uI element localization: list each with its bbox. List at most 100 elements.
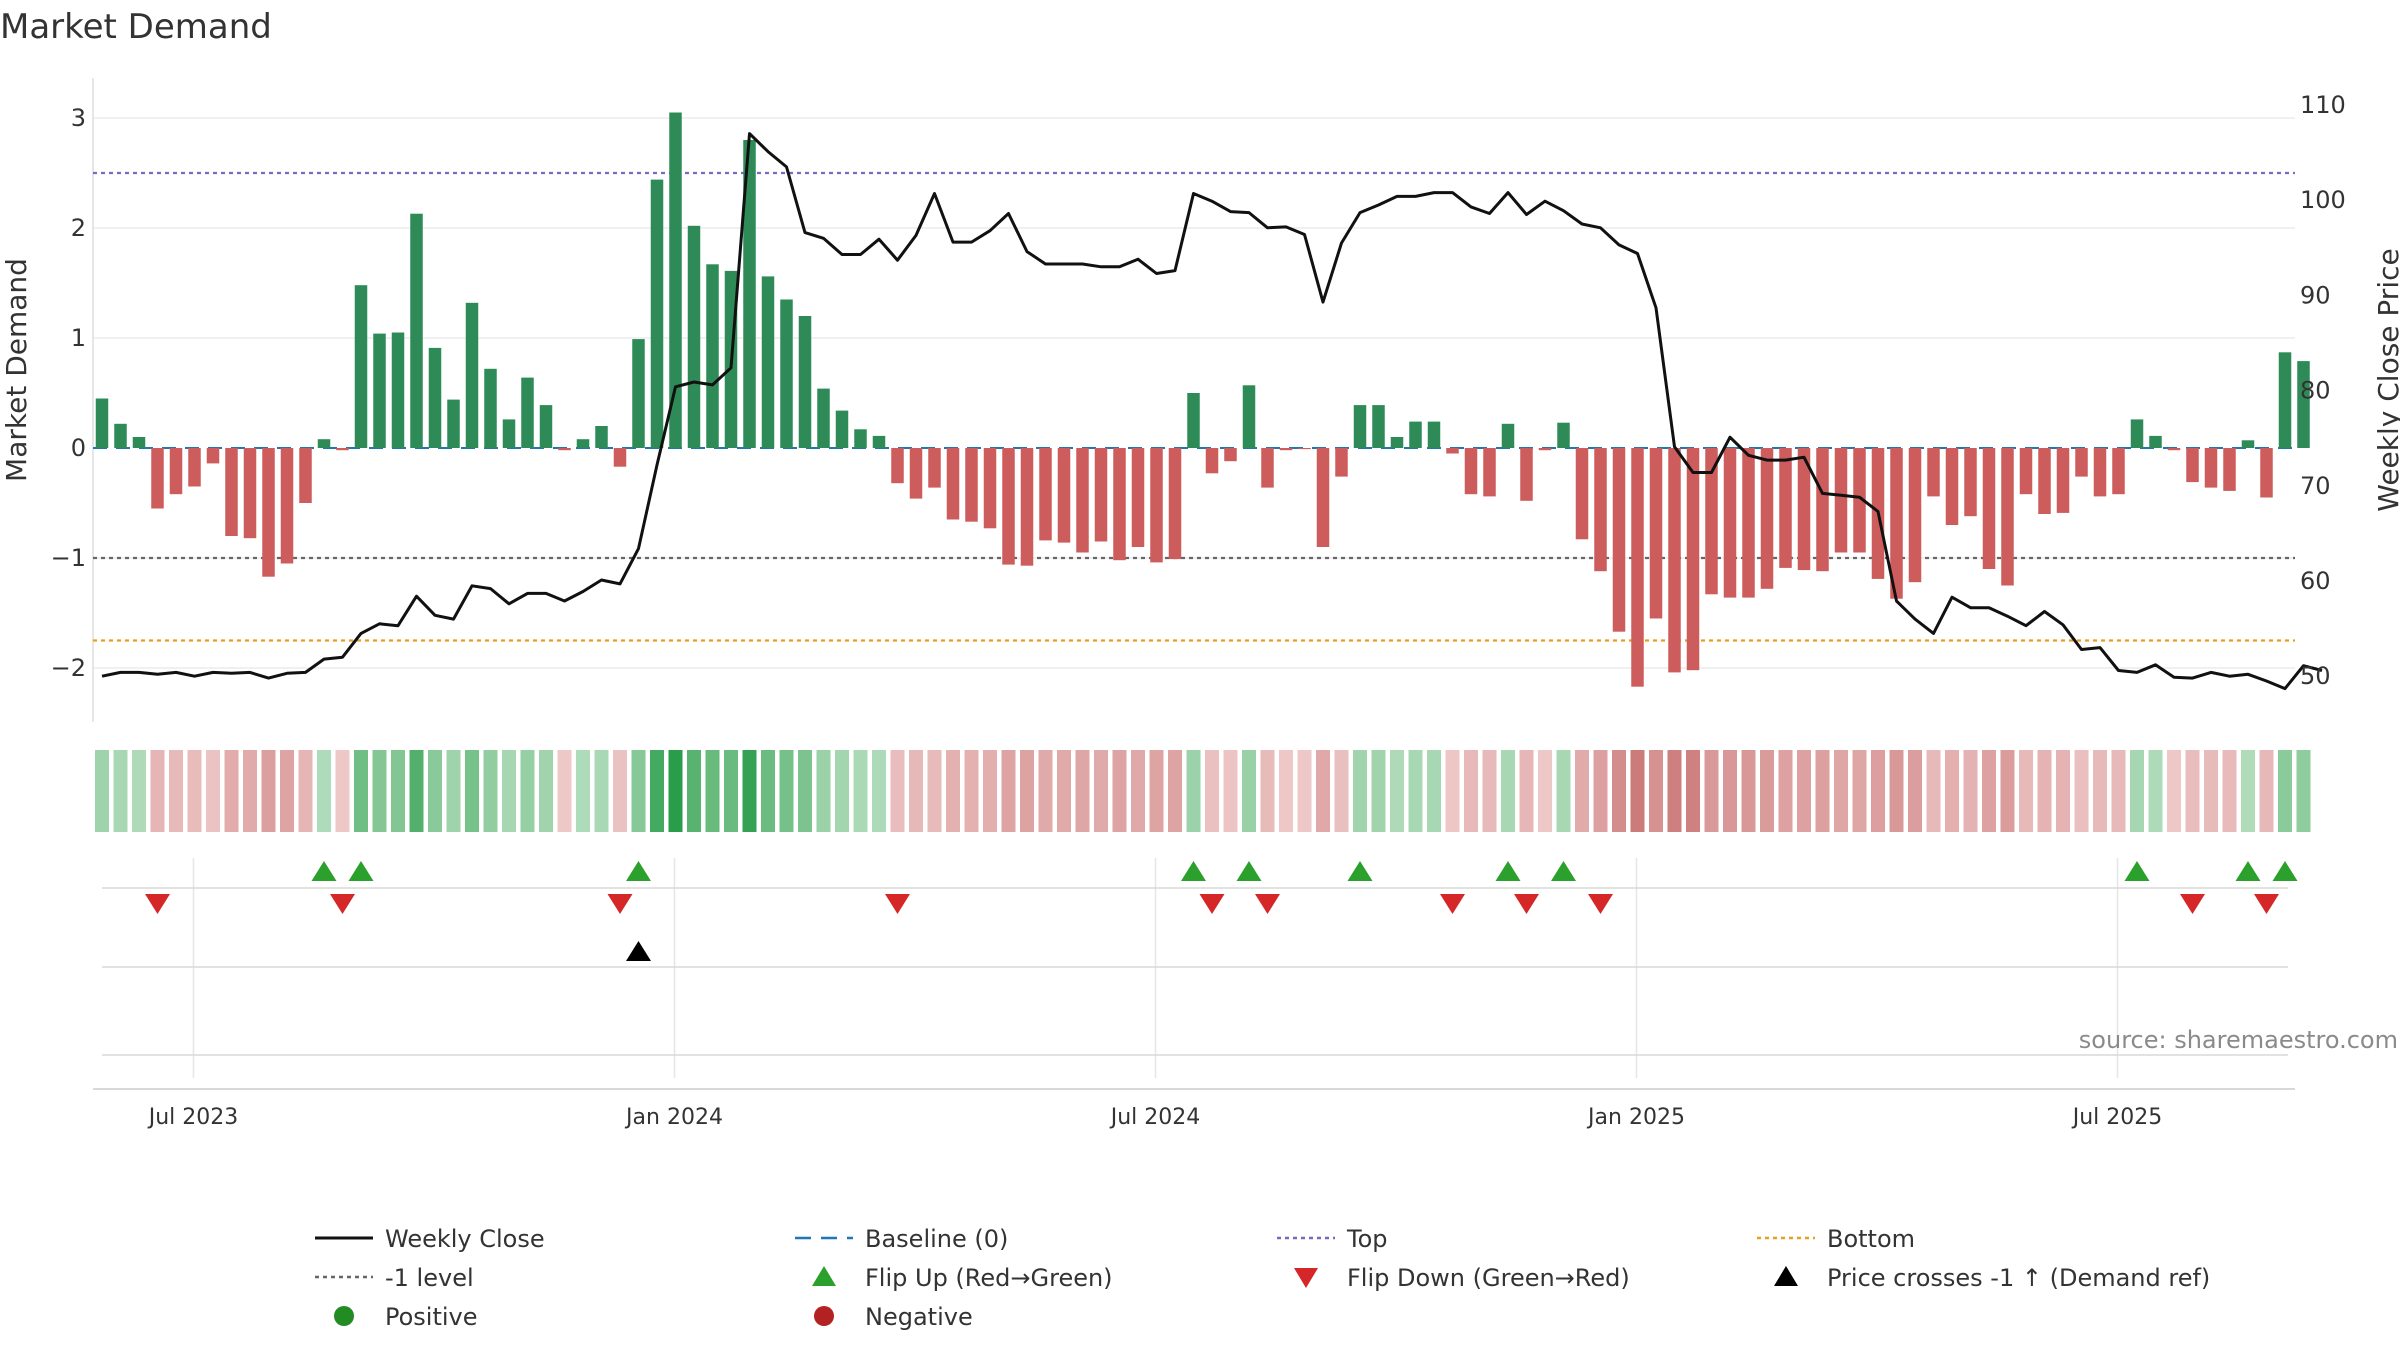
heat-cell [1982, 750, 1996, 832]
legend-item: Positive [334, 1303, 478, 1331]
heat-cell [1242, 750, 1256, 832]
heat-cell [946, 750, 960, 832]
demand-bar [317, 439, 331, 448]
flip-up-marker [1551, 861, 1576, 881]
demand-bar [632, 339, 645, 448]
heat-cell [872, 750, 886, 832]
heat-cell [280, 750, 294, 832]
heat-cell [1205, 750, 1219, 832]
source-credit: source: sharemaestro.com [2079, 1026, 2398, 1054]
demand-bar [854, 429, 867, 448]
heat-cell [1852, 750, 1867, 832]
heat-cell [539, 750, 553, 832]
flip-up-marker [2235, 861, 2261, 881]
demand-bar [428, 347, 442, 448]
demand-bar [1705, 448, 1718, 595]
legend-label: Price crosses -1 ↑ (Demand ref) [1827, 1264, 2210, 1292]
heat-cell [613, 750, 627, 832]
heat-cell [705, 750, 720, 832]
heat-cell [1279, 750, 1293, 832]
heat-cell [1908, 750, 1922, 832]
heat-cell [1760, 750, 1774, 832]
heat-cell [132, 750, 146, 832]
demand-bar [1908, 448, 1922, 583]
demand-bar [2130, 419, 2144, 448]
demand-bar [1409, 421, 1422, 448]
heat-cell [502, 750, 516, 832]
heat-cell [2148, 750, 2163, 832]
flip-down-marker [1514, 894, 1539, 914]
demand-bar [2075, 448, 2088, 477]
demand-bar [1723, 448, 1737, 598]
flip-down-marker [1588, 894, 1613, 914]
y2-tick-label: 70 [2300, 472, 2331, 500]
heat-cell [1501, 750, 1515, 832]
demand-bar [1113, 448, 1126, 561]
legend-item: Negative [814, 1303, 973, 1331]
demand-bar [2204, 448, 2218, 488]
heat-cell [1686, 750, 1700, 832]
heat-cell [1427, 750, 1441, 832]
demand-bar [1372, 405, 1385, 448]
flip-events-panel [93, 858, 2298, 1090]
demand-bar [1168, 448, 1182, 560]
demand-bar [891, 448, 904, 484]
y2-tick-label: 80 [2300, 377, 2331, 405]
heat-cell [372, 750, 387, 832]
demand-bar [225, 448, 238, 536]
demand-bar [1131, 448, 1145, 547]
heat-cell [206, 750, 220, 832]
demand-bar [447, 399, 460, 448]
demand-bar [1483, 448, 1496, 497]
demand-bar [2297, 361, 2310, 448]
heat-cell [520, 750, 535, 832]
heat-cell [465, 750, 479, 832]
heat-cell [964, 750, 979, 832]
demand-bar [280, 448, 294, 564]
heat-cell [2130, 750, 2144, 832]
heat-cell [2222, 750, 2237, 832]
heat-cell [576, 750, 590, 832]
flip-down-marker [145, 894, 170, 914]
demand-bar [95, 398, 109, 448]
x-date-label: Jan 2024 [624, 1105, 723, 1130]
demand-bar [188, 448, 201, 487]
demand-bar [835, 410, 849, 448]
demand-bar [1538, 448, 1552, 451]
demand-bar [1353, 405, 1367, 448]
flip-down-marker [2254, 894, 2279, 914]
heat-cell [2111, 750, 2126, 832]
heat-cell [95, 750, 109, 832]
demand-bar [1760, 448, 1774, 589]
heat-cell [1020, 750, 1034, 832]
heat-cell [2204, 750, 2218, 832]
demand-bar [2001, 448, 2014, 586]
demand-bar [262, 448, 275, 577]
heat-cell [1778, 750, 1793, 832]
demand-bar [669, 112, 682, 448]
heat-cell [1538, 750, 1552, 832]
heat-cell [317, 750, 331, 832]
legend-item: -1 level [315, 1264, 474, 1292]
demand-bar [1002, 448, 1015, 565]
demand-bar [206, 448, 220, 464]
demand-bar [1501, 423, 1515, 448]
demand-heat-strip [95, 750, 2311, 832]
heat-cell [798, 750, 812, 832]
heat-cell [1926, 750, 1941, 832]
heat-cell [1704, 750, 1719, 832]
heat-cell [650, 750, 664, 832]
demand-bar [132, 437, 146, 448]
heat-cell [2278, 750, 2292, 832]
demand-bar [1076, 448, 1089, 553]
demand-bar [1224, 448, 1237, 462]
heat-cell [1038, 750, 1053, 832]
y2-axis-label: Weekly Close Price [2372, 248, 2400, 511]
demand-bar [1964, 448, 1977, 517]
left-axis-ticks: −2 −1 0 1 2 3 [51, 104, 86, 682]
demand-bar [1686, 448, 1700, 671]
heat-cell [1186, 750, 1201, 832]
demand-bar [1575, 448, 1589, 540]
demand-bar [484, 368, 497, 448]
demand-bar [2112, 448, 2125, 495]
